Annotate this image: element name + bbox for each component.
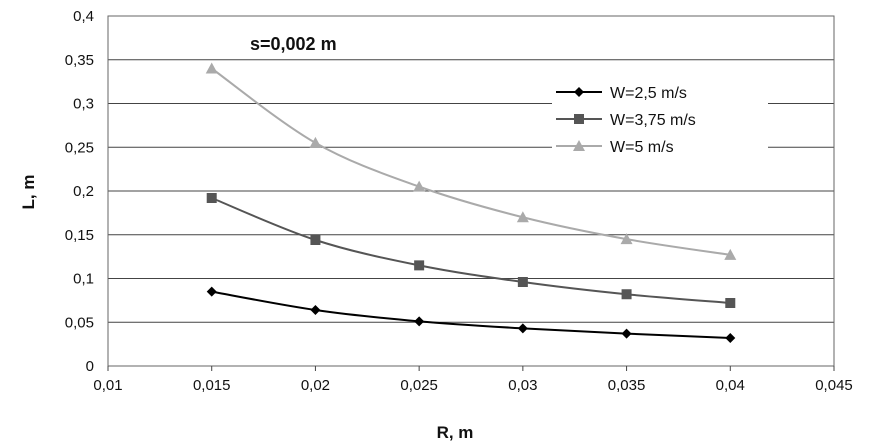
series-line: [211, 290, 731, 339]
data-point: [620, 233, 633, 245]
x-axis-ticks: 0,01 0,015 0,02 0,025 0,03 0,035 0,04 0,045: [93, 366, 853, 394]
legend-label: W=5 m/s: [610, 139, 674, 156]
x-tick-label: 0,03: [508, 377, 537, 394]
data-point: [206, 286, 217, 297]
y-axis-ticks: 0 0,05 0,1 0,15 0,2 0,25 0,3 0,35 0,4: [65, 8, 94, 375]
series-3: [205, 62, 737, 260]
legend-marker: [573, 140, 585, 151]
y-tick-label: 0: [86, 358, 94, 375]
x-tick-label: 0,04: [716, 377, 745, 394]
data-point: [205, 62, 218, 74]
data-point: [725, 298, 736, 308]
series-2: [206, 193, 736, 308]
x-tick-label: 0,01: [93, 377, 122, 394]
legend-marker: [574, 87, 584, 97]
data-point: [621, 289, 632, 300]
data-point: [309, 136, 322, 148]
legend: W=2,5 m/s W=3,75 m/s W=5 m/s: [552, 66, 768, 156]
legend-marker: [574, 114, 584, 124]
y-tick-label: 0,05: [65, 314, 94, 331]
y-tick-label: 0,1: [73, 271, 94, 288]
y-tick-label: 0,2: [73, 183, 94, 200]
data-point: [725, 333, 736, 343]
legend-background: [552, 66, 768, 156]
data-point: [414, 316, 425, 327]
data-point: [516, 211, 529, 223]
legend-label: W=3,75 m/s: [610, 112, 696, 129]
x-tick-label: 0,025: [400, 377, 438, 394]
y-tick-label: 0,3: [73, 96, 94, 113]
data-point: [310, 235, 321, 245]
data-point: [414, 260, 425, 271]
plot-area-border: [107, 15, 835, 367]
data-point: [724, 248, 737, 260]
data-point: [517, 277, 528, 287]
x-tick-label: 0,015: [193, 377, 231, 394]
data-point: [310, 305, 321, 315]
y-tick-label: 0,4: [73, 8, 94, 25]
series-1: [206, 286, 736, 343]
data-point: [517, 323, 528, 334]
data-point: [206, 193, 217, 203]
series-group: [205, 62, 737, 343]
data-point: [621, 328, 632, 339]
y-tick-label: 0,35: [65, 52, 94, 69]
legend-label: W=2,5 m/s: [610, 85, 687, 102]
y-tick-label: 0,15: [65, 227, 94, 244]
x-tick-label: 0,035: [608, 377, 646, 394]
y-tick-label: 0,25: [65, 139, 94, 156]
series-line: [211, 67, 731, 256]
x-tick-label: 0,045: [815, 377, 853, 394]
series-line: [211, 197, 731, 304]
y-axis-label: L, m: [19, 175, 38, 210]
data-point: [413, 180, 426, 192]
x-tick-label: 0,02: [301, 377, 330, 394]
chart-annotation: s=0,002 m: [250, 34, 337, 54]
x-axis-label: R, m: [437, 423, 474, 442]
